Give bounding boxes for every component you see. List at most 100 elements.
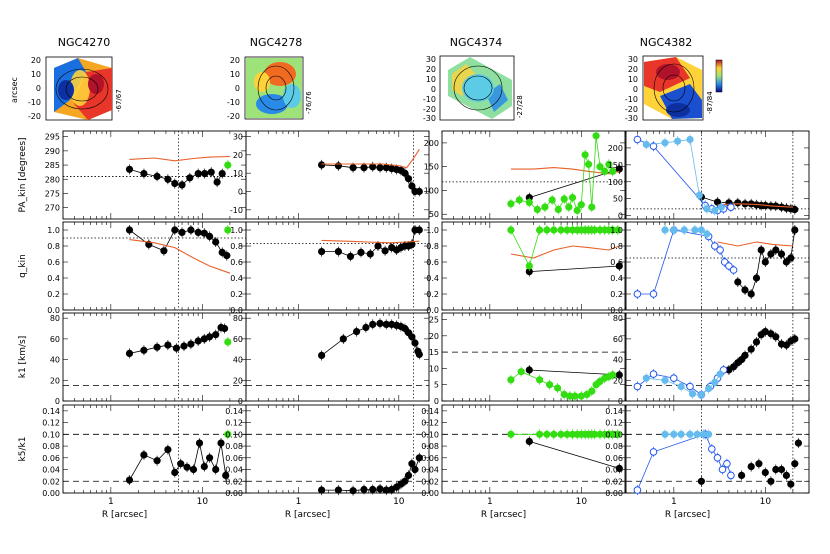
data-point xyxy=(734,278,742,286)
data-point xyxy=(741,286,749,294)
data-point xyxy=(376,485,384,493)
data-point xyxy=(711,206,719,215)
data-point xyxy=(360,164,368,172)
data-point xyxy=(615,464,623,473)
plot-frame xyxy=(62,221,247,311)
data-point xyxy=(362,323,370,332)
velocity-maps: NGC4270 arcsec 20 10 0 -10 -20 -67/67 NG… xyxy=(10,36,723,123)
data-point xyxy=(677,430,685,438)
series-data xyxy=(125,438,230,486)
data-point xyxy=(222,471,230,480)
data-point xyxy=(737,471,746,480)
data-point xyxy=(755,460,763,468)
galaxy-title: NGC4270 xyxy=(58,36,110,49)
data-point xyxy=(160,247,168,255)
data-point xyxy=(125,226,134,234)
data-point xyxy=(633,382,642,391)
y-tick-label: 60 xyxy=(50,335,60,344)
data-point xyxy=(704,430,713,438)
data-point xyxy=(153,457,161,465)
data-point xyxy=(767,477,775,485)
data-point xyxy=(411,465,419,474)
series-photometric xyxy=(321,239,420,244)
series-data xyxy=(125,225,231,261)
data-point xyxy=(577,201,585,209)
galaxy-title: NGC4382 xyxy=(640,36,692,49)
y-axis-label: k5/k1 xyxy=(18,437,28,462)
svg-text:-20: -20 xyxy=(625,105,638,114)
data-point xyxy=(224,161,232,169)
data-point xyxy=(318,161,326,169)
y-tick-label: 0.02 xyxy=(42,477,60,486)
data-point xyxy=(200,463,208,471)
data-point xyxy=(346,252,355,260)
data-point xyxy=(334,248,343,256)
data-point xyxy=(601,167,609,175)
data-point xyxy=(725,262,733,270)
data-point xyxy=(548,196,556,204)
x-tick-label: 1 xyxy=(108,497,114,507)
series-data xyxy=(125,164,226,190)
y-axis-label: q_kin xyxy=(18,254,28,278)
data-point xyxy=(408,182,416,190)
data-point xyxy=(747,345,755,353)
series-blue-filled xyxy=(661,429,713,440)
map-velocity-range: -67/67 xyxy=(115,89,123,112)
data-point xyxy=(573,206,581,214)
series-photometric xyxy=(129,239,231,274)
data-point xyxy=(172,344,180,352)
svg-text:20: 20 xyxy=(230,56,240,65)
panel-NGC4374-k1: 0 5 10 15 20 25 xyxy=(429,312,626,406)
data-point xyxy=(703,205,711,213)
data-point xyxy=(381,247,389,255)
data-point xyxy=(507,200,515,208)
plot-frame xyxy=(441,404,626,494)
data-point xyxy=(633,135,642,144)
data-point xyxy=(670,374,678,383)
data-point xyxy=(369,320,377,329)
data-point xyxy=(339,335,347,343)
x-tick-label: 10 xyxy=(393,497,405,507)
svg-text:30: 30 xyxy=(426,55,436,64)
data-point xyxy=(401,477,409,485)
data-point xyxy=(677,382,685,391)
data-point xyxy=(734,199,742,207)
data-point xyxy=(221,324,229,333)
data-point xyxy=(791,460,799,468)
data-point xyxy=(782,258,791,266)
data-point xyxy=(533,205,541,214)
data-point xyxy=(525,437,533,446)
y-tick-label: 20 xyxy=(233,376,243,385)
series-extrapolated xyxy=(224,336,232,347)
data-point xyxy=(693,430,701,438)
y-tick-label: 0.2 xyxy=(610,290,623,299)
svg-text:-10: -10 xyxy=(423,95,436,104)
y-tick-label: 15 xyxy=(429,348,439,357)
data-point xyxy=(187,226,195,234)
panel-NGC4382-PA_kin: 0 50 100 150 200 xyxy=(608,130,810,221)
velocity-map-NGC4278: NGC4278 20 10 0 -10 -20 -76/76 xyxy=(227,36,313,121)
series-line xyxy=(510,245,620,259)
panel-NGC4374-k5-k1: 1 10 0.00 0.02 0.04 0.06 0.08 0.10 0.12 0.14 R [ar… xyxy=(421,404,626,520)
data-point xyxy=(649,448,658,456)
y-tick-label: 1.0 xyxy=(47,226,60,235)
y-tick-label: 0.0 xyxy=(47,306,60,315)
y-tick-label: 0.04 xyxy=(421,466,439,475)
data-point xyxy=(507,430,515,438)
series-extrapolated xyxy=(224,429,232,440)
data-point xyxy=(686,430,694,438)
svg-text:0: 0 xyxy=(431,85,436,94)
panel-NGC4278-q_kin: 0.0 0.2 0.4 0.6 0.8 1.0 xyxy=(230,221,430,315)
y-tick-label: 0.2 xyxy=(230,290,243,299)
series-blue-filled xyxy=(642,134,725,216)
x-axis-label: R [arcsec] xyxy=(481,510,526,520)
y-tick-label: 0.00 xyxy=(225,489,243,498)
data-point xyxy=(224,226,232,234)
y-tick-label: 1.0 xyxy=(230,226,243,235)
series-data xyxy=(525,261,623,277)
data-point xyxy=(543,226,551,234)
y-tick-label: 0.02 xyxy=(605,477,623,486)
series-photometric xyxy=(321,149,420,169)
plot-frame xyxy=(245,312,430,402)
data-point xyxy=(164,446,172,454)
